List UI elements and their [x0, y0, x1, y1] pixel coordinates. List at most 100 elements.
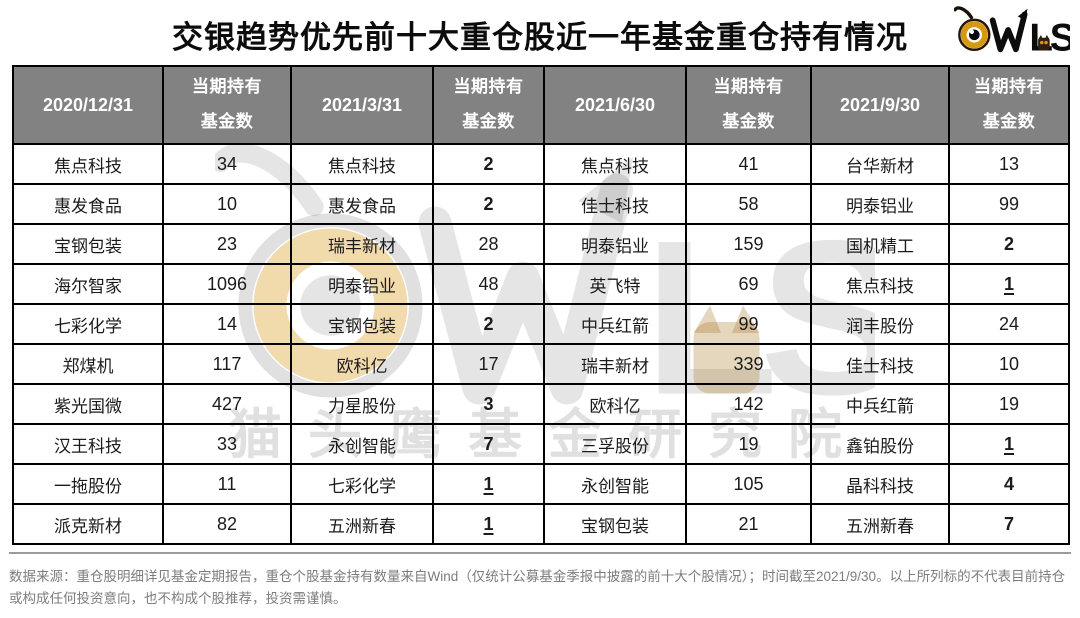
stock-name-cell: 佳士科技	[543, 183, 687, 225]
stock-name-cell: 永创智能	[290, 423, 434, 465]
fund-count-cell: 28	[432, 223, 545, 265]
stock-name-cell: 郑煤机	[12, 343, 164, 385]
stock-name-cell: 惠发食品	[12, 183, 164, 225]
fund-count-cell: 3	[432, 383, 545, 425]
table-row: 宝钢包装 23 瑞丰新材 28 明泰铝业 159 国机精工 2	[12, 223, 1070, 265]
stock-name-cell: 宝钢包装	[543, 503, 687, 545]
stock-name-cell: 台华新材	[810, 143, 950, 185]
stock-name-cell: 明泰铝业	[543, 223, 687, 265]
fund-count-cell: 10	[162, 183, 292, 225]
stock-name-cell: 七彩化学	[12, 303, 164, 345]
fund-count-cell: 159	[685, 223, 812, 265]
table-row: 七彩化学 14 宝钢包装 2 中兵红箭 99 润丰股份 24	[12, 303, 1070, 345]
fund-count-header-label: 当期持有基金数	[192, 77, 262, 131]
table-body: 焦点科技 34 焦点科技 2 焦点科技 41 台华新材 13 惠发食品 10 惠发食品 2 佳士科技 58…	[12, 143, 1070, 545]
fund-count-cell: 4	[948, 463, 1070, 505]
fund-count-cell: 21	[685, 503, 812, 545]
fund-count-header-label: 当期持有基金数	[713, 77, 784, 131]
fund-count-cell: 1096	[162, 263, 292, 305]
stock-name-cell: 焦点科技	[12, 143, 164, 185]
stock-name-cell: 七彩化学	[290, 463, 434, 505]
small-owl-icon	[1038, 34, 1050, 51]
footnote: 数据来源：重仓股明细详见基金定期报告，重仓个股基金持有数量来自Wind（仅统计公…	[9, 569, 1066, 607]
stock-name-cell: 宝钢包装	[290, 303, 434, 345]
table-row: 一拖股份 11 七彩化学 1 永创智能 105 晶科科技 4	[12, 463, 1070, 505]
stock-name-cell: 国机精工	[810, 223, 950, 265]
stock-name-cell: 瑞丰新材	[290, 223, 434, 265]
col-header-date-2021-6-30: 2021/6/30	[543, 65, 687, 145]
stock-name-cell: 紫光国微	[12, 383, 164, 425]
fund-count-cell: 69	[685, 263, 812, 305]
fund-count-cell: 7	[948, 503, 1070, 545]
fund-count-cell: 17	[432, 343, 545, 385]
fund-count-cell: 23	[162, 223, 292, 265]
holdings-table: 2020/12/31 当期持有基金数 2021/3/31 当期持有基金数 202…	[12, 65, 1070, 545]
stock-name-cell: 海尔智家	[12, 263, 164, 305]
stock-name-cell: 五洲新春	[810, 503, 950, 545]
fund-count-cell: 13	[948, 143, 1070, 185]
stock-name-cell: 宝钢包装	[12, 223, 164, 265]
fund-count-cell: 2	[948, 223, 1070, 265]
col-header-fund-count-4: 当期持有基金数	[948, 65, 1070, 145]
col-header-fund-count-1: 当期持有基金数	[162, 65, 292, 145]
stock-name-cell: 佳士科技	[810, 343, 950, 385]
stock-name-cell: 三孚股份	[543, 423, 687, 465]
fund-count-cell: 105	[685, 463, 812, 505]
fund-count-cell: 2	[432, 303, 545, 345]
fund-count-cell: 24	[948, 303, 1070, 345]
fund-count-cell: 2	[432, 143, 545, 185]
stock-name-cell: 明泰铝业	[290, 263, 434, 305]
stock-name-cell: 明泰铝业	[810, 183, 950, 225]
stock-name-cell: 永创智能	[543, 463, 687, 505]
table-row: 海尔智家 1096 明泰铝业 48 英飞特 69 焦点科技 1	[12, 263, 1070, 305]
svg-text:S: S	[1050, 16, 1070, 56]
col-header-date-2021-9-30: 2021/9/30	[810, 65, 950, 145]
fund-count-cell: 82	[162, 503, 292, 545]
owls-logo-graphic: L S	[953, 6, 1075, 59]
stock-name-cell: 欧科亿	[290, 343, 434, 385]
divider	[9, 552, 1071, 554]
stock-name-cell: 力星股份	[290, 383, 434, 425]
stock-name-cell: 润丰股份	[810, 303, 950, 345]
stock-name-cell: 晶科科技	[810, 463, 950, 505]
fund-count-cell: 10	[948, 343, 1070, 385]
col-header-fund-count-2: 当期持有基金数	[432, 65, 545, 145]
owls-logo: L S	[953, 4, 1075, 59]
stock-name-cell: 焦点科技	[543, 143, 687, 185]
fund-count-cell: 1	[948, 263, 1070, 305]
stock-name-cell: 英飞特	[543, 263, 687, 305]
table-row: 焦点科技 34 焦点科技 2 焦点科技 41 台华新材 13	[12, 143, 1070, 185]
fund-count-cell: 48	[432, 263, 545, 305]
stock-name-cell: 惠发食品	[290, 183, 434, 225]
fund-count-cell: 1	[948, 423, 1070, 465]
stock-name-cell: 汉王科技	[12, 423, 164, 465]
stock-name-cell: 五洲新春	[290, 503, 434, 545]
table-row: 紫光国微 427 力星股份 3 欧科亿 142 中兵红箭 19	[12, 383, 1070, 425]
table-row: 郑煤机 117 欧科亿 17 瑞丰新材 339 佳士科技 10	[12, 343, 1070, 385]
fund-count-cell: 7	[432, 423, 545, 465]
col-header-fund-count-3: 当期持有基金数	[685, 65, 812, 145]
fund-count-cell: 41	[685, 143, 812, 185]
table-header: 2020/12/31 当期持有基金数 2021/3/31 当期持有基金数 202…	[12, 65, 1070, 145]
fund-count-cell: 2	[432, 183, 545, 225]
stock-name-cell: 焦点科技	[810, 263, 950, 305]
page-title: 交银趋势优先前十大重仓股近一年基金重仓持有情况	[172, 20, 908, 55]
fund-count-cell: 99	[948, 183, 1070, 225]
fund-count-cell: 34	[162, 143, 292, 185]
stock-name-cell: 一拖股份	[12, 463, 164, 505]
fund-count-header-label: 当期持有基金数	[974, 77, 1044, 131]
fund-count-cell: 1	[432, 463, 545, 505]
table-row: 惠发食品 10 惠发食品 2 佳士科技 58 明泰铝业 99	[12, 183, 1070, 225]
stock-name-cell: 中兵红箭	[543, 303, 687, 345]
owl-horn-icon	[953, 6, 974, 20]
fund-count-cell: 19	[685, 423, 812, 465]
fund-count-cell: 14	[162, 303, 292, 345]
stock-name-cell: 欧科亿	[543, 383, 687, 425]
stock-name-cell: 中兵红箭	[810, 383, 950, 425]
fund-count-cell: 99	[685, 303, 812, 345]
fund-count-cell: 1	[432, 503, 545, 545]
table-row: 派克新材 82 五洲新春 1 宝钢包装 21 五洲新春 7	[12, 503, 1070, 545]
stock-name-cell: 鑫铂股份	[810, 423, 950, 465]
fund-count-cell: 427	[162, 383, 292, 425]
